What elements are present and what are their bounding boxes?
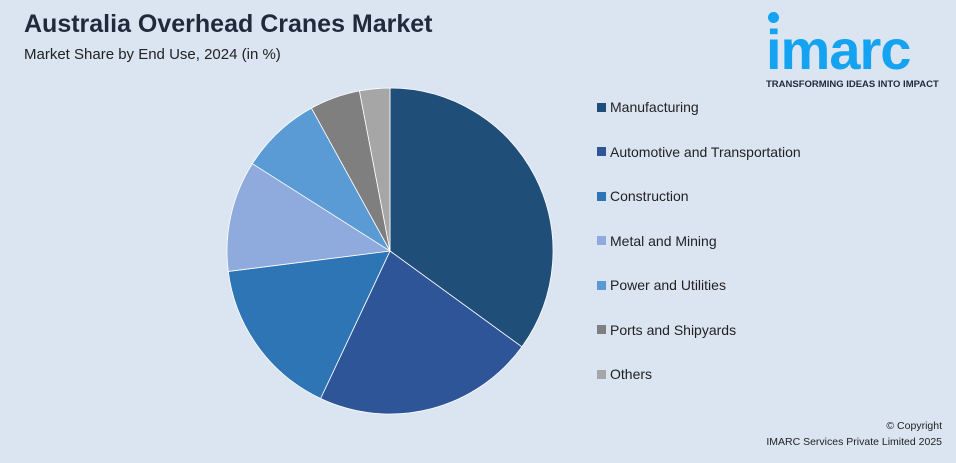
logo-dot bbox=[768, 12, 779, 23]
legend-item: Construction bbox=[597, 188, 689, 204]
legend-swatch bbox=[597, 191, 606, 201]
legend-item: Metal and Mining bbox=[597, 233, 717, 249]
legend-swatch bbox=[597, 280, 606, 290]
chart-subtitle: Market Share by End Use, 2024 (in %) bbox=[24, 46, 281, 63]
legend-label: Metal and Mining bbox=[610, 232, 717, 249]
legend-label: Power and Utilities bbox=[610, 277, 726, 293]
legend-swatch bbox=[597, 147, 606, 156]
imarc-logo: imarc TRANSFORMING IDEAS INTO IMPACT bbox=[762, 8, 947, 90]
chart-title: Australia Overhead Cranes Market bbox=[24, 10, 433, 38]
pie-slice-others bbox=[358, 87, 391, 252]
pie-slice-manufacturing bbox=[389, 87, 554, 348]
pie-slice-construction bbox=[227, 250, 391, 400]
logo-text: imarc bbox=[766, 18, 911, 81]
logo-tagline: TRANSFORMING IDEAS INTO IMPACT bbox=[766, 79, 939, 90]
copyright-line: © Copyright bbox=[886, 420, 942, 432]
pie-slice-metal-and-mining bbox=[226, 163, 392, 272]
legend-swatch bbox=[597, 369, 606, 379]
legend-swatch bbox=[597, 325, 606, 334]
legend-swatch bbox=[597, 102, 606, 112]
legend-label: Others bbox=[610, 366, 653, 382]
legend-label: Manufacturing bbox=[610, 99, 699, 115]
legend-label: Construction bbox=[610, 188, 689, 204]
legend-item: Manufacturing bbox=[597, 99, 699, 115]
legend-label: Ports and Shipyards bbox=[610, 321, 737, 338]
legend-item: Ports and Shipyards bbox=[597, 322, 736, 338]
legend-item: Others bbox=[597, 366, 652, 382]
legend-item: Power and Utilities bbox=[597, 277, 726, 293]
legend-swatch bbox=[597, 236, 606, 245]
legend-item: Automotive and Transportation bbox=[597, 144, 801, 160]
copyright: © Copyright IMARC Services Private Limit… bbox=[766, 418, 942, 450]
copyright-company: IMARC Services Private Limited 2025 bbox=[766, 436, 942, 448]
legend-label: Automotive and Transportation bbox=[610, 143, 801, 160]
